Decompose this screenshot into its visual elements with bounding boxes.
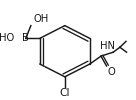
Text: HN: HN xyxy=(100,41,115,51)
Text: O: O xyxy=(107,67,115,77)
Text: B: B xyxy=(22,33,29,43)
Text: OH: OH xyxy=(33,14,48,24)
Text: HO: HO xyxy=(0,33,15,43)
Text: Cl: Cl xyxy=(60,88,70,98)
